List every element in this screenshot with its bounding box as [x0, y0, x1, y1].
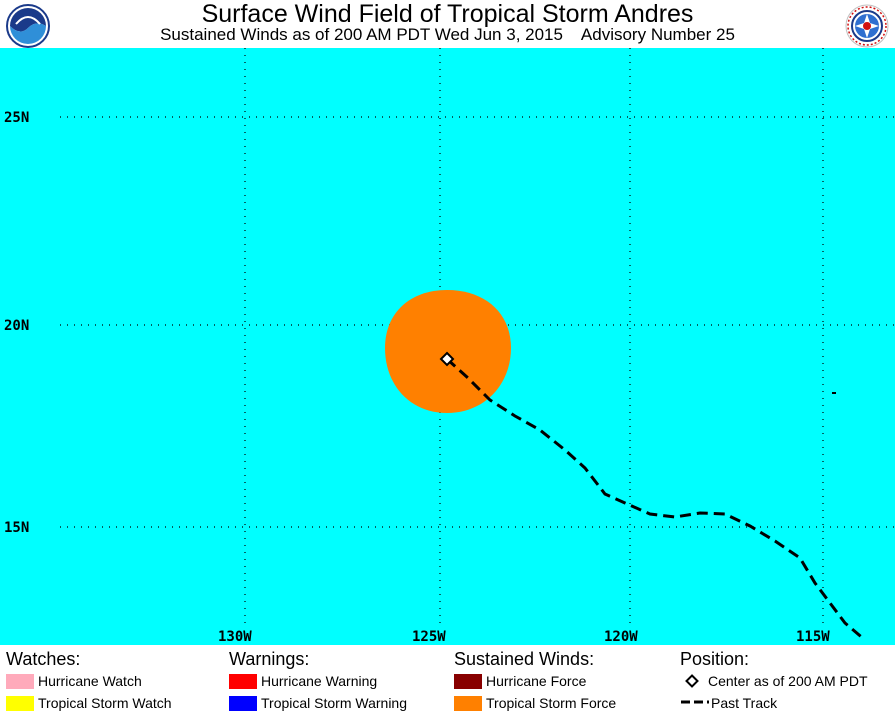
lon-label-130w: 130W [218, 629, 252, 645]
dashed-track-icon [681, 700, 709, 704]
lon-label-115w: 115W [796, 629, 830, 645]
legend: Watches: Hurricane Watch Tropical Storm … [0, 645, 895, 716]
legend-position-heading: Position: [680, 649, 750, 669]
legend-warnings-heading: Warnings: [229, 649, 310, 669]
legend-hurricane-force: Hurricane Force [454, 672, 586, 690]
hurricane-warning-swatch [229, 674, 257, 689]
legend-tropical-storm-force: Tropical Storm Force [454, 694, 616, 712]
lon-label-120w: 120W [604, 629, 638, 645]
legend-past-track: Past Track [680, 694, 777, 712]
legend-watches-heading: Watches: [6, 649, 81, 669]
map-subtitle: Sustained Winds as of 200 AM PDT Wed Jun… [160, 25, 735, 44]
storm-center-diamond-icon [439, 351, 455, 367]
legend-center-position: Center as of 200 AM PDT [685, 672, 868, 690]
tropical-storm-warning-swatch [229, 696, 257, 711]
legend-tropical-storm-watch: Tropical Storm Watch [6, 694, 172, 712]
nws-logo-icon [845, 4, 889, 48]
storm-map: 25N 20N 15N 130W 125W 120W 115W [0, 48, 895, 645]
past-track-line [445, 357, 866, 642]
legend-tropical-storm-warning: Tropical Storm Warning [229, 694, 407, 712]
lat-label-15n: 15N [4, 520, 29, 536]
tropical-storm-watch-swatch [6, 696, 34, 711]
tropical-storm-force-swatch [454, 696, 482, 711]
lat-label-20n: 20N [4, 318, 29, 334]
legend-winds-heading: Sustained Winds: [454, 649, 595, 669]
lon-gridlines [244, 48, 824, 628]
map-title: Surface Wind Field of Tropical Storm And… [201, 0, 694, 28]
hurricane-force-swatch [454, 674, 482, 689]
noaa-logo-icon [6, 4, 50, 48]
tropical-storm-wind-field [385, 290, 511, 413]
lat-label-25n: 25N [4, 110, 29, 126]
legend-hurricane-warning: Hurricane Warning [229, 672, 377, 690]
legend-hurricane-watch: Hurricane Watch [6, 672, 142, 690]
diamond-icon [685, 674, 699, 688]
hurricane-watch-swatch [6, 674, 34, 689]
header: Surface Wind Field of Tropical Storm And… [0, 0, 895, 48]
lon-label-125w: 125W [412, 629, 446, 645]
